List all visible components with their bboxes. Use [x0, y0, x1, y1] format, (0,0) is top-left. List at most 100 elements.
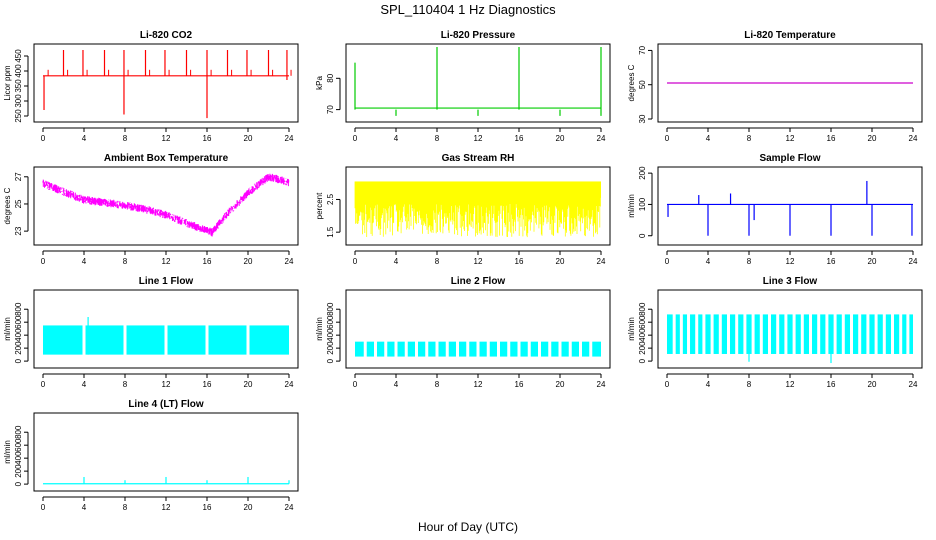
y-tick-label: 100 [638, 197, 647, 211]
data-block [754, 314, 760, 354]
chart-panel: Ambient Box Temperature degrees C 0 4 8 12 16 2… [3, 153, 299, 266]
data-block [459, 341, 467, 357]
data-block [682, 314, 688, 354]
data-block [561, 341, 569, 357]
y-tick-label: 200 [326, 341, 335, 355]
data-series [43, 50, 292, 119]
x-axis: 0 4 8 12 16 20 24 [665, 250, 918, 266]
x-tick-label: 20 [244, 134, 253, 143]
x-tick-label: 16 [203, 380, 212, 389]
data-block [779, 314, 785, 354]
y-tick-label: 0 [638, 358, 647, 363]
y-tick-label: 400 [14, 64, 23, 78]
y-tick-label: 25 [14, 199, 23, 208]
x-tick-label: 0 [41, 380, 46, 389]
data-block [592, 341, 601, 357]
y-tick-label: 200 [638, 341, 647, 355]
y-tick-label: 800 [638, 302, 647, 316]
data-block [828, 314, 834, 354]
data-series [43, 317, 289, 355]
y-tick-label: 800 [14, 425, 23, 439]
y-tick-label: 200 [14, 464, 23, 478]
data-series [667, 180, 913, 236]
plot-frame [345, 43, 611, 123]
chart-title: Li-820 Temperature [744, 30, 836, 41]
x-tick-label: 4 [394, 134, 399, 143]
chart-panel: Line 1 Flow ml/min 0 4 8 12 16 20 24 0 20040060080… [3, 276, 299, 389]
data-block [869, 314, 875, 354]
plot-frame [657, 289, 923, 369]
data-block [438, 341, 446, 357]
data-block [387, 341, 395, 357]
chart-title: Li-820 CO2 [140, 30, 193, 41]
chart-panel: Gas Stream RH percent 0 4 8 12 16 20 24 1.5 2.5 [315, 153, 611, 266]
data-block [500, 341, 508, 357]
plot-frame [33, 412, 299, 492]
data-block [355, 341, 364, 357]
x-axis: 0 4 8 12 16 20 24 [41, 127, 294, 143]
y-axis-label: ml/min [315, 317, 324, 341]
data-block [746, 314, 752, 354]
x-tick-label: 12 [786, 257, 795, 266]
y-axis: 23 25 27 [14, 172, 29, 236]
x-tick-label: 0 [353, 134, 358, 143]
x-tick-label: 8 [435, 134, 440, 143]
data-block [771, 314, 777, 354]
x-tick-label: 20 [868, 380, 877, 389]
data-block [418, 341, 426, 357]
x-tick-label: 24 [909, 257, 918, 266]
y-tick-label: 0 [326, 358, 335, 363]
x-axis: 0 4 8 12 16 20 24 [41, 496, 294, 512]
plot-frame [345, 289, 611, 369]
y-tick-label: 400 [14, 328, 23, 342]
chart-panel: Sample Flow ml/min 0 4 8 12 16 20 24 0 100 200 [627, 153, 923, 266]
x-tick-label: 20 [868, 257, 877, 266]
data-block [853, 314, 859, 354]
y-axis-label: percent [315, 192, 324, 219]
y-axis-label: ml/min [3, 317, 12, 341]
data-block [551, 341, 559, 357]
y-tick-label: 70 [326, 105, 335, 114]
x-tick-label: 16 [203, 257, 212, 266]
x-tick-label: 12 [162, 134, 171, 143]
plot-frame [345, 166, 611, 246]
x-tick-label: 12 [786, 380, 795, 389]
x-tick-label: 8 [435, 257, 440, 266]
data-block [85, 325, 124, 355]
x-tick-label: 0 [353, 380, 358, 389]
data-series [354, 181, 601, 238]
data-series [355, 341, 601, 357]
data-block [762, 314, 768, 354]
y-axis-label: ml/min [3, 440, 12, 464]
data-block [877, 314, 883, 354]
x-tick-label: 16 [827, 257, 836, 266]
x-tick-label: 20 [556, 380, 565, 389]
data-block [787, 314, 793, 354]
x-tick-label: 4 [706, 380, 711, 389]
data-block [902, 314, 907, 354]
data-block [844, 314, 850, 354]
x-tick-label: 20 [556, 257, 565, 266]
y-tick-label: 200 [638, 166, 647, 180]
x-tick-label: 0 [41, 257, 46, 266]
y-tick-label: 300 [14, 94, 23, 108]
chart-title: Line 1 Flow [139, 276, 194, 287]
plot-frame [657, 166, 923, 246]
data-block [803, 314, 809, 354]
data-block [126, 325, 165, 355]
x-tick-label: 24 [909, 134, 918, 143]
x-tick-label: 4 [82, 257, 87, 266]
x-tick-label: 0 [665, 257, 670, 266]
data-series [43, 476, 290, 485]
data-block [730, 314, 736, 354]
x-tick-label: 12 [786, 134, 795, 143]
y-axis: 1.5 2.5 [326, 193, 341, 238]
data-block [377, 341, 385, 357]
y-tick-label: 1.5 [326, 226, 335, 238]
x-axis: 0 4 8 12 16 20 24 [353, 373, 606, 389]
x-tick-label: 0 [665, 380, 670, 389]
data-block [520, 341, 528, 357]
